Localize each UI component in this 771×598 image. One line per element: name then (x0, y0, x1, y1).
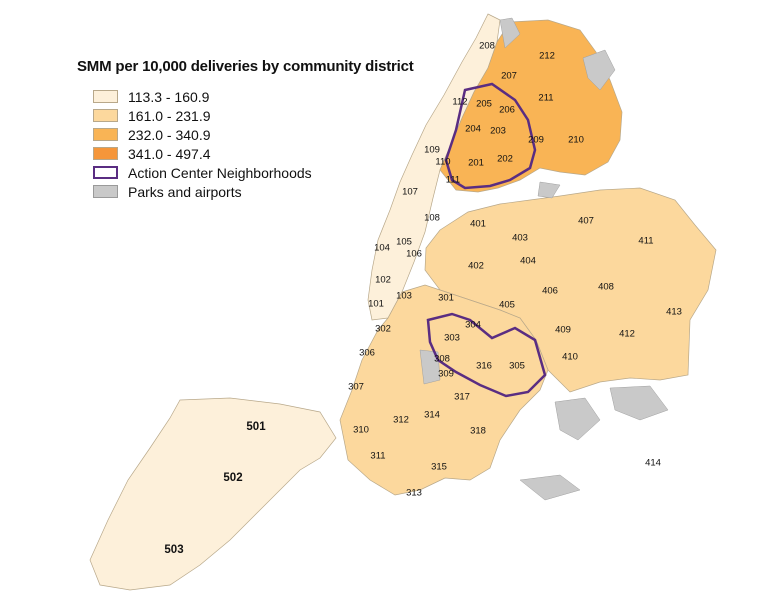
district-label-414: 414 (645, 458, 661, 469)
legend-row-action-center: Action Center Neighborhoods (77, 163, 437, 182)
district-label-501: 501 (246, 421, 266, 433)
district-label-202: 202 (497, 154, 513, 165)
legend-label-parks: Parks and airports (128, 183, 242, 200)
legend-swatch-action-center (93, 166, 118, 179)
district-label-314: 314 (424, 410, 440, 421)
legend-label-action-center: Action Center Neighborhoods (128, 164, 312, 181)
district-label-205: 205 (476, 99, 492, 110)
district-label-302: 302 (375, 324, 391, 335)
district-label-209: 209 (528, 135, 544, 146)
district-label-103: 103 (396, 291, 412, 302)
legend-swatch-class-2 (93, 109, 118, 122)
district-label-309: 309 (438, 369, 454, 380)
district-label-412: 412 (619, 329, 635, 340)
district-label-406: 406 (542, 286, 558, 297)
district-label-204: 204 (465, 124, 481, 135)
district-label-313: 313 (406, 488, 422, 499)
legend-label-class-3: 232.0 - 340.9 (128, 126, 211, 143)
district-label-106: 106 (406, 249, 422, 260)
legend-label-class-4: 341.0 - 497.4 (128, 145, 211, 162)
district-label-203: 203 (490, 126, 506, 137)
district-label-110: 110 (435, 157, 450, 168)
district-label-503: 503 (164, 544, 183, 556)
legend-row-class-2: 161.0 - 231.9 (77, 106, 437, 125)
district-label-310: 310 (353, 425, 369, 436)
district-label-404: 404 (520, 256, 536, 267)
district-label-402: 402 (468, 261, 484, 272)
legend-title: SMM per 10,000 deliveries by community d… (77, 58, 414, 75)
district-label-105: 105 (396, 237, 412, 248)
staten-island-land (89, 397, 337, 591)
district-label-210: 210 (568, 135, 584, 146)
legend-row-parks: Parks and airports (77, 182, 437, 201)
parks-and-airports (419, 17, 669, 501)
district-label-303: 303 (444, 333, 460, 344)
district-label-311: 311 (370, 451, 385, 462)
district-label-108: 108 (424, 213, 440, 224)
borough-outlines (89, 13, 717, 591)
district-label-409: 409 (555, 325, 571, 336)
district-label-307: 307 (348, 382, 364, 393)
district-label-408: 408 (598, 282, 614, 293)
district-label-112: 112 (452, 97, 467, 108)
legend-row-class-4: 341.0 - 497.4 (77, 144, 437, 163)
district-label-301: 301 (438, 293, 454, 304)
legend-label-class-2: 161.0 - 231.9 (128, 107, 211, 124)
district-label-405: 405 (499, 300, 515, 311)
district-label-403: 403 (512, 233, 528, 244)
district-label-413: 413 (666, 307, 682, 318)
district-label-102: 102 (375, 275, 391, 286)
district-label-308: 308 (434, 354, 450, 365)
legend-row-class-3: 232.0 - 340.9 (77, 125, 437, 144)
district-label-109: 109 (424, 145, 440, 156)
district-label-502: 502 (223, 472, 242, 484)
district-label-104: 104 (374, 243, 390, 254)
district-label-107: 107 (402, 187, 418, 198)
district-label-401: 401 (470, 219, 486, 230)
legend-label-class-1: 113.3 - 160.9 (128, 88, 210, 105)
district-label-410: 410 (562, 352, 578, 363)
district-label-211: 211 (538, 93, 553, 104)
district-label-316: 316 (476, 361, 492, 372)
district-label-407: 407 (578, 216, 594, 227)
map-legend: SMM per 10,000 deliveries by community d… (77, 58, 437, 201)
district-label-111: 111 (446, 175, 460, 186)
district-label-317: 317 (454, 392, 470, 403)
district-label-207: 207 (501, 71, 517, 82)
district-label-201: 201 (468, 158, 484, 169)
legend-row-class-1: 113.3 - 160.9 (77, 87, 437, 106)
district-label-318: 318 (470, 426, 486, 437)
district-label-306: 306 (359, 348, 375, 359)
legend-swatch-parks (93, 185, 118, 198)
district-label-101: 101 (368, 299, 384, 310)
action-center-outlines (426, 82, 547, 398)
legend-swatch-class-1 (93, 90, 118, 103)
district-label-206: 206 (499, 105, 515, 116)
district-label-208: 208 (479, 41, 495, 52)
district-label-315: 315 (431, 462, 447, 473)
district-label-411: 411 (638, 236, 653, 247)
district-label-304: 304 (465, 320, 481, 331)
legend-swatch-class-4 (93, 147, 118, 160)
district-label-305: 305 (509, 361, 525, 372)
district-label-312: 312 (393, 415, 409, 426)
district-label-212: 212 (539, 51, 555, 62)
legend-swatch-class-3 (93, 128, 118, 141)
